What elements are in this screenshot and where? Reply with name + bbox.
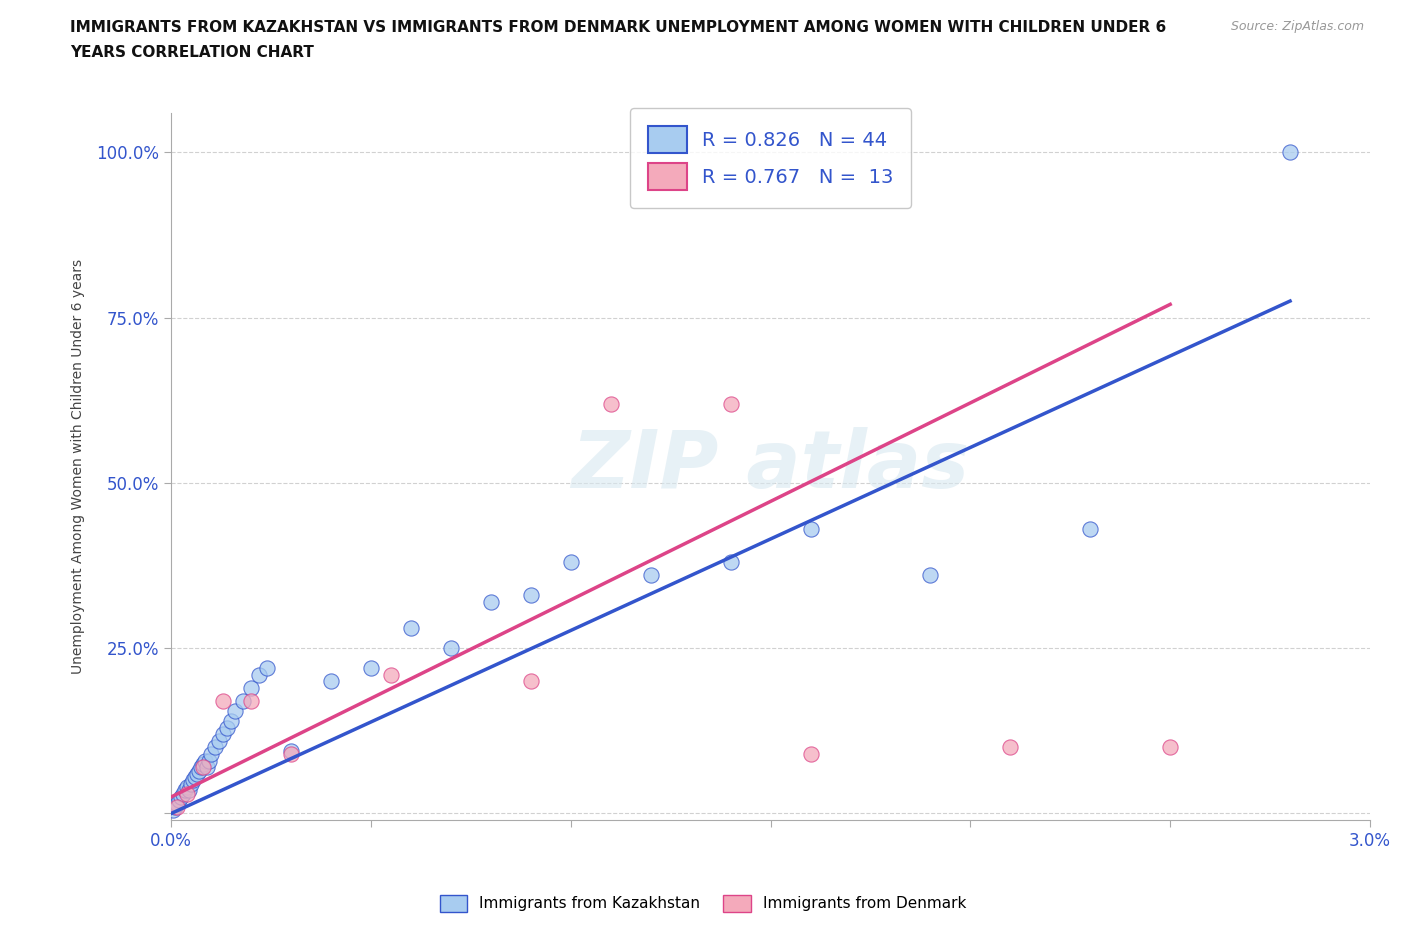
Point [380,667,402,682]
Point [174,783,197,798]
Point [1279,145,1302,160]
Point [799,522,821,537]
Point [198,753,221,768]
Point [180,777,202,791]
Point [240,694,263,709]
Point [200,747,222,762]
Point [280,743,302,758]
Point [186,766,208,781]
Point [799,747,821,762]
Point [640,568,662,583]
Point [170,790,193,804]
Point [181,773,204,788]
Point [1078,522,1101,537]
Point [188,763,211,777]
Point [1000,740,1022,755]
Point [212,726,235,741]
Point [194,753,217,768]
Point [172,786,194,801]
Point [440,641,463,656]
Point [1159,740,1181,755]
Point [176,786,198,801]
Point [560,555,582,570]
Text: Source: ZipAtlas.com: Source: ZipAtlas.com [1230,20,1364,33]
Point [195,760,218,775]
Point [232,694,254,709]
Point [224,704,246,719]
Point [208,734,231,749]
Text: ZIP atlas: ZIP atlas [571,428,970,505]
Point [599,396,621,411]
Point [360,660,382,675]
Point [720,396,742,411]
Point [520,674,543,689]
Point [520,588,543,603]
Point [165,800,187,815]
Point [191,760,214,775]
Point [217,720,239,735]
Point [162,803,184,817]
Point [280,747,302,762]
Text: IMMIGRANTS FROM KAZAKHSTAN VS IMMIGRANTS FROM DENMARK UNEMPLOYMENT AMONG WOMEN W: IMMIGRANTS FROM KAZAKHSTAN VS IMMIGRANTS… [70,20,1167,35]
Point [191,756,214,771]
Point [167,792,190,807]
Text: YEARS CORRELATION CHART: YEARS CORRELATION CHART [70,45,314,60]
Legend: Immigrants from Kazakhstan, Immigrants from Denmark: Immigrants from Kazakhstan, Immigrants f… [433,889,973,918]
Point [479,594,502,609]
Point [720,555,742,570]
Point [184,770,207,785]
Point [166,800,188,815]
Y-axis label: Unemployment Among Women with Children Under 6 years: Unemployment Among Women with Children U… [72,259,86,674]
Point [166,796,188,811]
Point [176,779,198,794]
Point [212,694,235,709]
Point [219,713,242,728]
Legend: R = 0.826   N = 44, R = 0.767   N =  13: R = 0.826 N = 44, R = 0.767 N = 13 [630,108,911,208]
Point [247,667,270,682]
Point [240,681,263,696]
Point [190,760,212,775]
Point [256,660,278,675]
Point [399,621,422,636]
Point [319,674,342,689]
Point [204,740,226,755]
Point [179,783,201,798]
Point [920,568,942,583]
